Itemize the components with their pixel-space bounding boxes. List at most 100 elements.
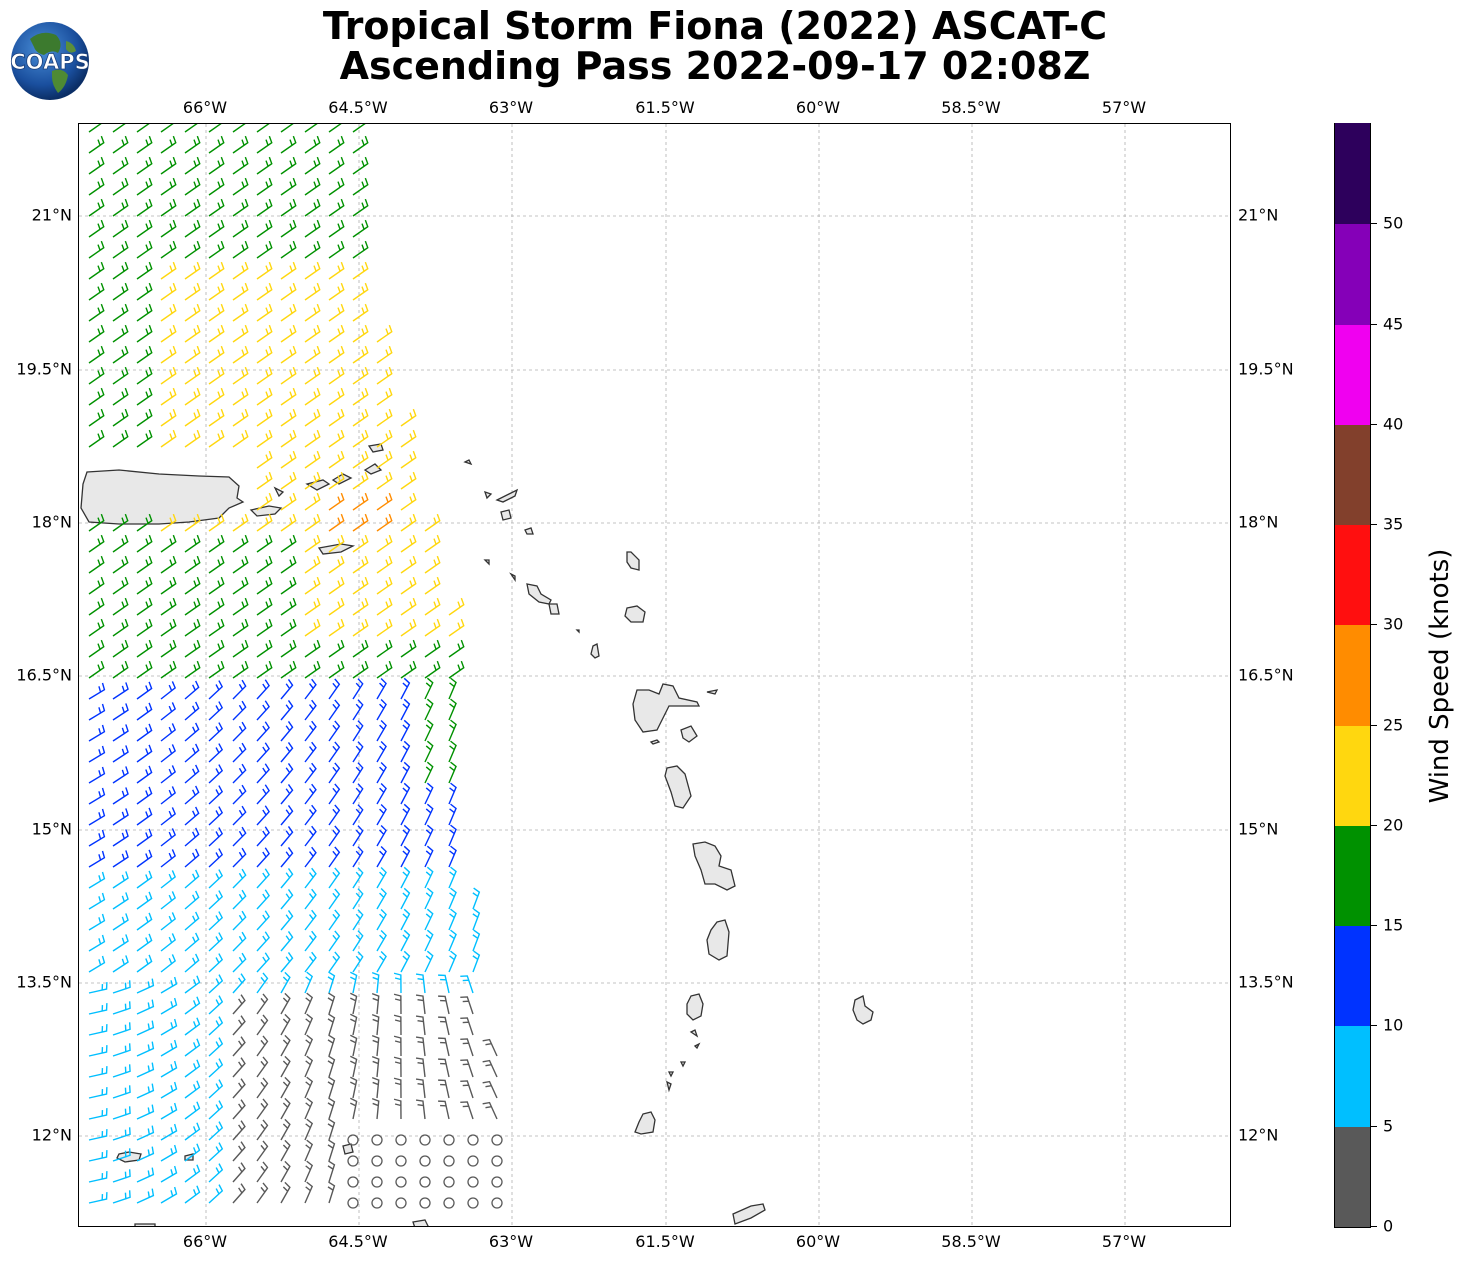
wind-barb xyxy=(256,784,270,805)
colorbar-tick-label: 15 xyxy=(1383,915,1404,935)
wind-barb xyxy=(208,597,225,616)
wind-barb xyxy=(376,782,387,805)
colorbar-segment xyxy=(1335,1025,1370,1127)
wind-barb xyxy=(304,124,318,133)
wind-barb xyxy=(232,1162,246,1183)
wind-barb xyxy=(352,177,369,196)
wind-barb xyxy=(400,639,417,658)
wind-barb xyxy=(304,303,321,322)
wind-barb xyxy=(448,597,465,616)
wind-barb xyxy=(400,719,411,742)
wind-barb xyxy=(304,762,317,784)
wind-barb xyxy=(136,1020,155,1036)
wind-barb xyxy=(352,618,369,637)
wind-barb xyxy=(400,576,417,595)
wind-barb xyxy=(352,720,364,742)
wind-barb xyxy=(160,1060,178,1078)
wind-barb xyxy=(280,971,291,994)
wind-barb xyxy=(136,135,153,154)
wind-barb xyxy=(304,534,321,553)
wind-barb xyxy=(280,763,294,784)
colorbar-segment xyxy=(1335,323,1370,425)
wind-barb xyxy=(160,324,177,343)
wind-barb xyxy=(256,124,270,133)
wind-barb xyxy=(352,408,369,427)
wind-barb xyxy=(460,975,474,994)
wind-barb xyxy=(256,993,269,1015)
calm-wind-marker xyxy=(443,1197,455,1209)
wind-barb xyxy=(136,891,153,910)
wind-barb xyxy=(393,1077,402,1099)
wind-barb xyxy=(376,471,393,490)
wind-barb xyxy=(460,1080,474,1099)
wind-barb xyxy=(424,824,434,847)
wind-barb xyxy=(256,492,273,511)
wind-barb xyxy=(136,324,153,343)
wind-barb xyxy=(256,387,273,406)
wind-barb xyxy=(400,824,411,847)
lon-tick-label: 64.5°W xyxy=(328,1232,388,1251)
wind-barb xyxy=(415,973,426,994)
wind-barb xyxy=(208,743,224,763)
wind-barb xyxy=(352,909,364,931)
wind-barb xyxy=(136,978,155,994)
wind-barb xyxy=(160,1102,178,1120)
calm-wind-marker xyxy=(347,1197,359,1209)
wind-barb xyxy=(376,660,393,679)
wind-barb xyxy=(208,869,224,889)
virgin-islands-2 xyxy=(305,479,331,491)
wind-barb xyxy=(136,744,153,763)
wind-barb xyxy=(328,135,345,154)
wind-barb xyxy=(376,618,393,637)
wind-barb xyxy=(352,660,369,679)
wind-barb xyxy=(232,1099,246,1120)
map-canvas[interactable] xyxy=(79,124,1231,1227)
wind-barb xyxy=(438,1037,450,1057)
wind-barb xyxy=(160,870,177,889)
wind-barb xyxy=(400,803,411,826)
wind-barb xyxy=(304,867,317,889)
wind-barb xyxy=(256,639,273,658)
wind-barb xyxy=(160,765,177,784)
wind-barb xyxy=(232,805,247,826)
wind-barb xyxy=(184,1185,201,1204)
wind-barb xyxy=(304,660,321,679)
wind-barb xyxy=(376,639,393,658)
wind-barb xyxy=(256,1056,269,1078)
wind-barb xyxy=(280,408,297,427)
wind-barb xyxy=(280,387,297,406)
wind-barb xyxy=(328,888,341,910)
wind-barb xyxy=(160,387,177,406)
wind-barb xyxy=(280,952,294,973)
wind-barb xyxy=(328,282,345,301)
wind-barb xyxy=(424,576,441,595)
wind-barb xyxy=(184,848,200,868)
wind-barb xyxy=(208,177,225,196)
colorbar-segment xyxy=(1335,524,1370,626)
wind-barb xyxy=(304,639,321,658)
wind-barb xyxy=(232,534,249,553)
wind-barb xyxy=(415,1078,426,1099)
wind-barb xyxy=(256,555,273,574)
wind-barb xyxy=(208,722,224,742)
lat-tick-label: 21°N xyxy=(31,205,72,225)
virgin-islands-1 xyxy=(273,486,285,498)
wind-barb xyxy=(232,826,247,847)
wind-barb xyxy=(136,1125,155,1141)
wind-barb xyxy=(280,660,297,679)
wind-barb xyxy=(136,240,153,259)
wind-barb xyxy=(112,1127,131,1141)
wind-barb xyxy=(232,889,247,910)
colorbar-tick-label: 25 xyxy=(1383,715,1404,735)
map-panel[interactable] xyxy=(78,123,1231,1227)
wind-barb xyxy=(280,177,297,196)
wind-barb xyxy=(88,198,105,217)
wind-barb xyxy=(352,825,364,847)
wind-barb xyxy=(352,762,364,784)
wind-barb xyxy=(371,971,380,994)
wind-barb xyxy=(304,1055,314,1078)
wind-barb xyxy=(352,345,369,364)
colorbar-segment xyxy=(1335,123,1370,225)
wind-barb xyxy=(352,135,369,154)
wind-barb xyxy=(160,828,177,847)
